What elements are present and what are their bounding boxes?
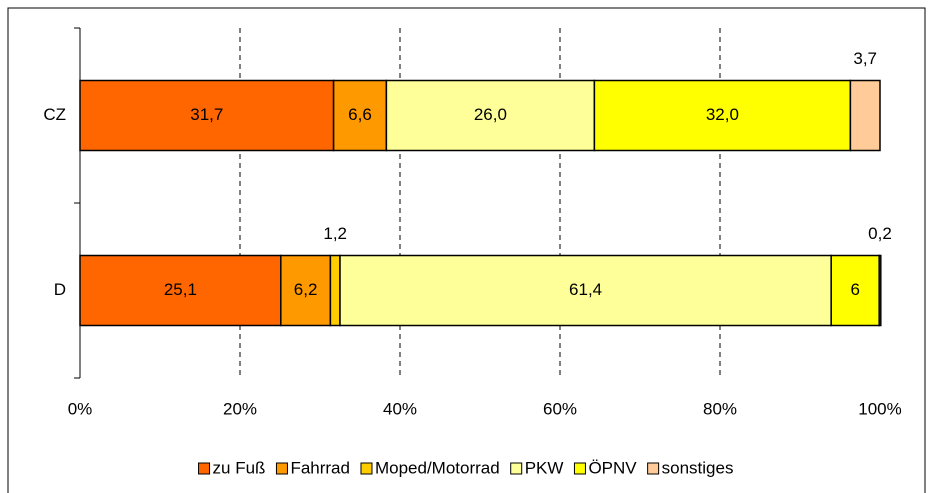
legend-swatch xyxy=(647,462,660,475)
legend-swatch xyxy=(360,462,373,475)
data-label: 61,4 xyxy=(569,280,602,299)
data-label: 0,2 xyxy=(868,224,892,243)
legend-label: sonstiges xyxy=(662,458,734,477)
legend-label: Fahrrad xyxy=(290,458,350,477)
bar-segment xyxy=(385,79,596,152)
data-label: 25,1 xyxy=(164,280,197,299)
legend-swatch xyxy=(275,462,288,475)
bar-segment xyxy=(280,254,332,327)
x-tick-label: 40% xyxy=(383,399,417,418)
legend-swatch xyxy=(573,462,586,475)
y-tick-label: D xyxy=(54,280,66,299)
legend-label: ÖPNV xyxy=(588,458,637,477)
bar-segment xyxy=(593,79,852,152)
bar-segment xyxy=(878,254,882,327)
data-label: 6,2 xyxy=(294,280,318,299)
x-tick-label: 0% xyxy=(68,399,93,418)
legend-swatch xyxy=(198,462,211,475)
y-tick-label: CZ xyxy=(43,105,66,124)
x-tick-label: 100% xyxy=(858,399,901,418)
x-tick-label: 80% xyxy=(703,399,737,418)
legend-label: PKW xyxy=(525,458,564,477)
bar-segment xyxy=(849,79,881,152)
data-label: 6,6 xyxy=(348,105,372,124)
data-label: 1,2 xyxy=(323,224,347,243)
data-label: 31,7 xyxy=(190,105,223,124)
bar-segment xyxy=(332,79,388,152)
x-tick-label: 20% xyxy=(223,399,257,418)
bar-segment xyxy=(79,79,335,152)
legend-label: zu Fuß xyxy=(213,458,266,477)
legend-swatch xyxy=(510,462,523,475)
legend-label: Moped/Motorrad xyxy=(375,458,500,477)
bar-segment xyxy=(79,254,282,327)
data-label: 32,0 xyxy=(706,105,739,124)
bar-segment xyxy=(339,254,832,327)
data-label: 3,7 xyxy=(853,49,877,68)
data-label: 26,0 xyxy=(474,105,507,124)
x-tick-label: 60% xyxy=(543,399,577,418)
data-label: 6 xyxy=(850,280,859,299)
bar-segment xyxy=(329,254,341,327)
